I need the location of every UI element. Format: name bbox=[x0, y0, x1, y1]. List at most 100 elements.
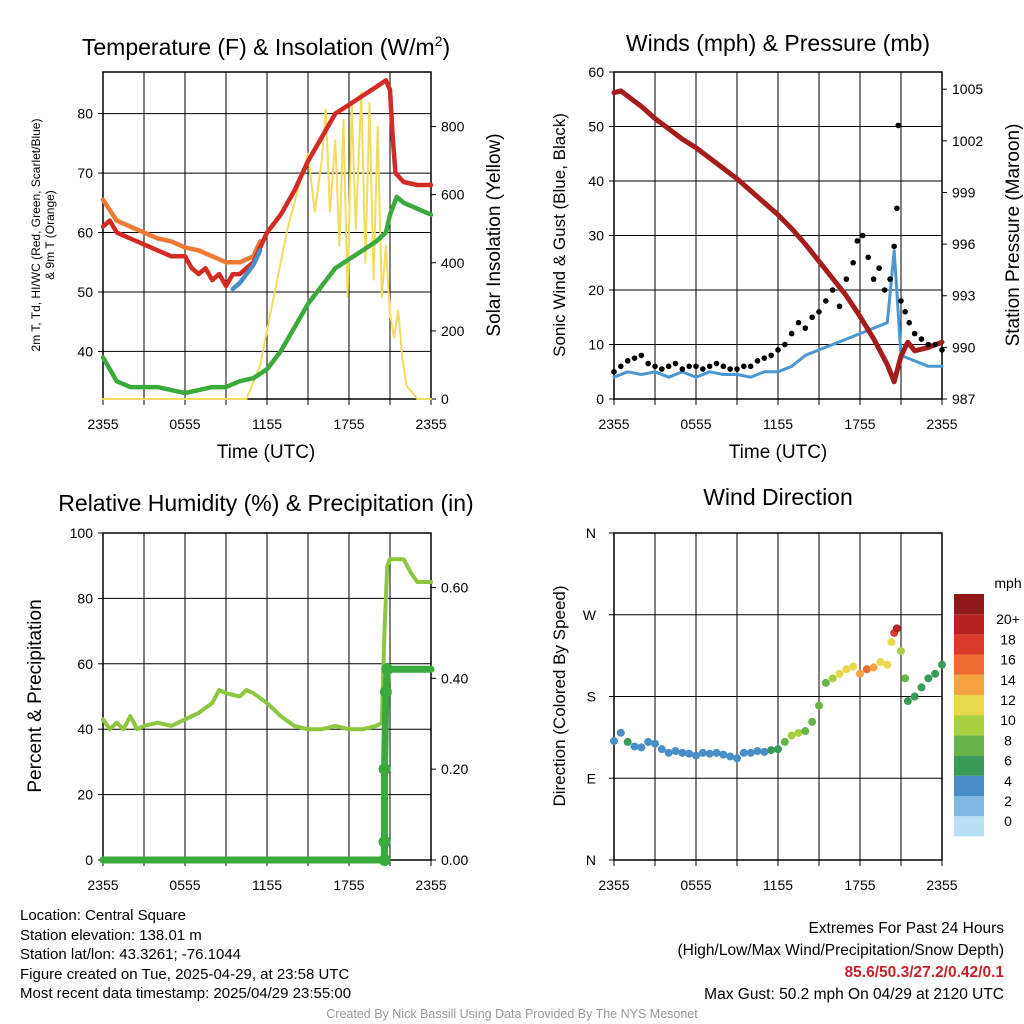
direction-point bbox=[917, 683, 926, 692]
credit-line: Created By Nick Bassill Using Data Provi… bbox=[326, 1007, 698, 1021]
temperature-ylabel-right: Solar Insolation (Yellow) bbox=[484, 133, 505, 336]
humidity-panel: Relative Humidity (%) & Precipitation (i… bbox=[25, 490, 474, 893]
y2-tick-label: 200 bbox=[441, 323, 465, 339]
x-tick-label: 2355 bbox=[87, 416, 118, 432]
direction-tick-label: N bbox=[586, 852, 596, 868]
gust-point bbox=[734, 366, 740, 372]
gust-point bbox=[823, 298, 829, 304]
precip-point bbox=[378, 854, 391, 866]
gust-point bbox=[939, 347, 945, 353]
gust-point bbox=[659, 366, 665, 372]
direction-point bbox=[637, 743, 646, 752]
humidity-plot-area: 2355 0555 1155 1755 2355 0 20 40 60 80 100 0.00 0.20… bbox=[70, 525, 469, 893]
direction-point bbox=[610, 737, 618, 746]
y-tick-label: 60 bbox=[77, 225, 93, 241]
winds-plot-area: 2355 0555 1155 1755 2355 0 10 20 30 40 50 60 987 990 9… bbox=[588, 64, 983, 432]
colorbar-swatch bbox=[954, 775, 984, 796]
x-tick-label: 0555 bbox=[169, 877, 200, 893]
gust-point bbox=[795, 319, 802, 326]
y2-tick-label: 0.20 bbox=[441, 761, 468, 777]
direction-point bbox=[903, 697, 912, 706]
gust-point bbox=[902, 309, 908, 315]
gust-point bbox=[870, 276, 877, 282]
y2-tick-label: 400 bbox=[441, 255, 465, 271]
y2-tick-label: 1005 bbox=[952, 81, 983, 97]
direction-point bbox=[630, 742, 639, 751]
x-tick-label: 1155 bbox=[763, 877, 793, 893]
x-tick-label: 1155 bbox=[252, 877, 282, 893]
gust-point bbox=[679, 366, 686, 372]
direction-point bbox=[910, 692, 919, 701]
x-tick-label: 2355 bbox=[415, 416, 446, 432]
x-tick-label: 2355 bbox=[926, 877, 957, 893]
direction-point bbox=[616, 728, 625, 737]
gust-point bbox=[891, 243, 897, 250]
direction-point bbox=[705, 749, 714, 758]
x-tick-label: 1755 bbox=[844, 416, 875, 432]
direction-point bbox=[887, 638, 896, 646]
gust-point bbox=[887, 276, 893, 282]
y-tick-label: 30 bbox=[588, 228, 604, 244]
direction-point bbox=[685, 749, 694, 758]
winds-ylabel: Sonic Wind & Gust (Blue, Black) bbox=[550, 113, 569, 357]
y-tick-label: 70 bbox=[77, 165, 93, 181]
y2-tick-label: 0.00 bbox=[441, 852, 468, 868]
direction-tick-label: S bbox=[587, 689, 596, 705]
colorbar-label: 2 bbox=[1004, 793, 1012, 809]
y2-tick-label: 990 bbox=[952, 339, 976, 355]
y2-tick-label: 987 bbox=[952, 391, 976, 407]
wind-direction-ylabel: Direction (Colored By Speed) bbox=[550, 585, 569, 806]
winds-title: Winds (mph) & Pressure (mb) bbox=[626, 30, 930, 56]
gust-point bbox=[788, 330, 795, 337]
y2-tick-label: 993 bbox=[952, 288, 976, 304]
y-tick-label: 10 bbox=[588, 337, 604, 353]
precip-point bbox=[378, 835, 391, 848]
gust-point bbox=[761, 355, 768, 361]
gust-point bbox=[611, 368, 617, 375]
direction-point bbox=[835, 669, 844, 678]
y-tick-label: 0 bbox=[596, 391, 604, 407]
x-tick-label: 0555 bbox=[680, 877, 711, 893]
gust-point bbox=[652, 363, 658, 370]
y2-tick-label: 996 bbox=[952, 236, 976, 252]
rh-line bbox=[101, 557, 433, 732]
speed-colorbar: mph 0 2 4 6 8 10 12 14 16 18 20+ bbox=[954, 575, 1022, 837]
gust-point bbox=[816, 309, 822, 315]
station-location: Location: Central Square bbox=[20, 907, 186, 924]
direction-point bbox=[739, 748, 748, 757]
gust-point bbox=[911, 330, 918, 337]
station-elevation: Station elevation: 138.01 m bbox=[20, 926, 202, 944]
y-tick-label: 40 bbox=[588, 173, 604, 189]
x-tick-label: 0555 bbox=[680, 416, 711, 432]
direction-point bbox=[876, 657, 885, 666]
direction-point bbox=[821, 678, 830, 687]
direction-point bbox=[726, 752, 735, 761]
y2-tick-label: 999 bbox=[952, 184, 976, 200]
heat_index-line bbox=[230, 248, 263, 292]
colorbar-label: 16 bbox=[1000, 652, 1016, 668]
y2-tick-label: 0.40 bbox=[441, 670, 468, 686]
gust-point bbox=[775, 347, 781, 353]
temperature-ylabel-line2: & 9m T (Orange) bbox=[43, 190, 57, 280]
wind-direction-panel: Wind Direction 2355 0555 1155 1755 2355NESWN… bbox=[550, 484, 1022, 893]
precip-point bbox=[381, 663, 394, 676]
gust-point bbox=[624, 358, 631, 364]
wind-direction-title: Wind Direction bbox=[703, 484, 853, 510]
direction-point bbox=[678, 748, 687, 757]
direction-point bbox=[671, 747, 680, 755]
direction-point bbox=[815, 701, 823, 710]
colorbar-swatch bbox=[954, 755, 984, 776]
colorbar-label: 0 bbox=[1004, 813, 1012, 829]
colorbar-swatch bbox=[954, 614, 984, 635]
winds-ylabel-right: Station Pressure (Maroon) bbox=[1003, 124, 1024, 347]
precip-point bbox=[379, 685, 392, 698]
x-tick-label: 1155 bbox=[763, 416, 793, 432]
x-tick-label: 2355 bbox=[926, 416, 957, 432]
gust-point bbox=[720, 363, 727, 370]
colorbar-label: 18 bbox=[1000, 631, 1016, 647]
gust-point bbox=[881, 287, 888, 293]
direction-point bbox=[862, 665, 871, 674]
wind-speed-line bbox=[612, 249, 944, 379]
x-tick-label: 1755 bbox=[333, 877, 364, 893]
